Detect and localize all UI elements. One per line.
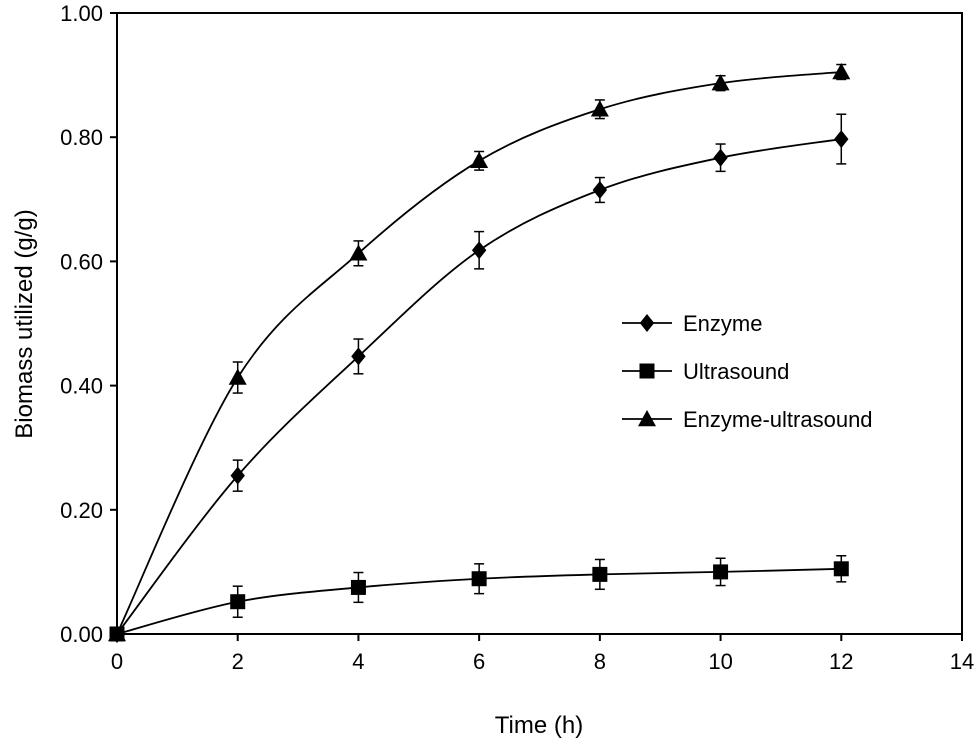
- data-point-ultrasound: [471, 571, 487, 587]
- x-tick-label: 6: [473, 649, 485, 674]
- legend-marker: [639, 314, 655, 332]
- data-point-ultrasound: [713, 564, 729, 580]
- x-tick-label: 8: [594, 649, 606, 674]
- data-point-enzyme-ultrasound: [711, 74, 730, 91]
- x-axis-title: Time (h): [495, 712, 583, 739]
- legend-label: Enzyme: [683, 311, 762, 336]
- x-tick-label: 4: [352, 649, 364, 674]
- data-point-ultrasound: [592, 566, 608, 582]
- plot-frame: [116, 12, 963, 635]
- data-point-enzyme-ultrasound: [228, 368, 247, 385]
- data-point-ultrasound: [230, 594, 246, 610]
- data-point-enzyme-ultrasound: [108, 625, 126, 642]
- legend-item-ultrasound: Ultrasound: [622, 359, 789, 384]
- legend: Enzyme Ultrasound Enzyme-ultrasound: [622, 311, 873, 432]
- data-point-enzyme-ultrasound: [590, 100, 609, 117]
- data-point-enzyme: [713, 148, 728, 167]
- data-point-ultrasound: [833, 561, 849, 577]
- y-axis-title: Biomass utilized (g/g): [11, 209, 38, 438]
- data-point-enzyme: [592, 180, 608, 199]
- data-point-enzyme-ultrasound: [349, 244, 368, 261]
- x-tick-label: 0: [111, 649, 123, 674]
- legend-item-enzyme-ultrasound: Enzyme-ultrasound: [622, 407, 873, 432]
- data-point-enzyme: [230, 466, 245, 485]
- error-bars: [232, 63, 847, 618]
- x-tick-label: 14: [950, 649, 974, 674]
- data-point-enzyme: [471, 241, 487, 260]
- x-tick-label: 2: [232, 649, 244, 674]
- data-markers: [108, 62, 851, 643]
- legend-marker: [639, 363, 655, 379]
- y-tick-label: 1.00: [60, 1, 103, 26]
- x-tick-label: 10: [708, 649, 732, 674]
- y-tick-label: 0.60: [60, 249, 103, 274]
- data-point-enzyme: [351, 347, 366, 366]
- y-tick-label: 0.80: [60, 125, 103, 150]
- y-tick-label: 0.00: [60, 622, 103, 647]
- data-point-enzyme-ultrasound: [470, 151, 489, 168]
- legend-label: Ultrasound: [683, 359, 789, 384]
- data-point-enzyme-ultrasound: [832, 62, 851, 80]
- series-line-enzyme: [116, 138, 842, 635]
- axes: 0 2 4 6 8 10 12 14 0.00 0.20 0.40 0.60 0.80 1.00: [60, 1, 974, 674]
- legend-item-enzyme: Enzyme: [622, 311, 762, 336]
- y-tick-label: 0.40: [60, 374, 103, 399]
- data-point-ultrasound: [350, 579, 366, 595]
- data-point-enzyme: [834, 130, 849, 149]
- legend-label: Enzyme-ultrasound: [683, 407, 873, 432]
- y-tick-label: 0.20: [60, 498, 103, 523]
- legend-marker: [638, 410, 656, 427]
- x-tick-label: 12: [829, 649, 853, 674]
